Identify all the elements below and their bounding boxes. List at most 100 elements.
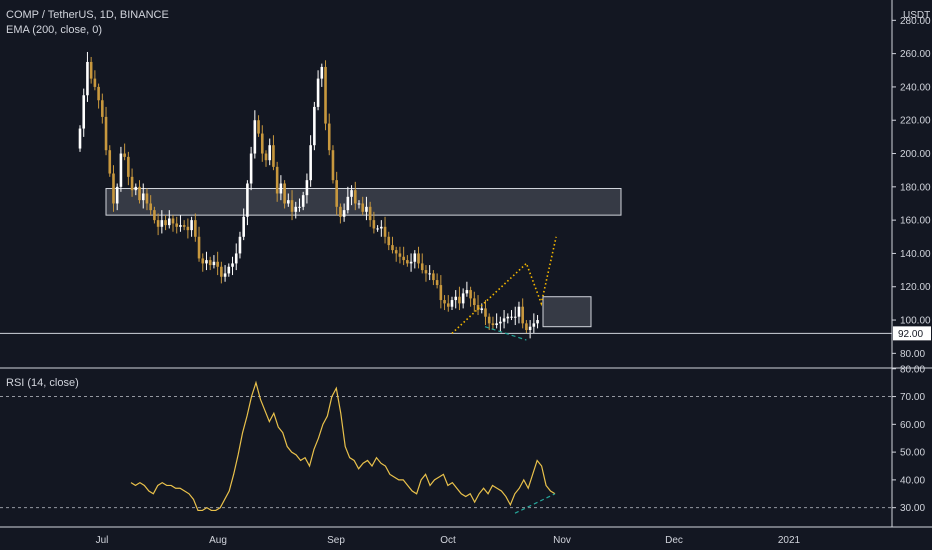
candle-body <box>249 153 253 184</box>
candle-body <box>309 145 312 181</box>
candle-body <box>86 61 89 96</box>
candle-body <box>417 253 420 264</box>
candle-body <box>298 206 301 208</box>
candle-body <box>313 106 316 146</box>
candle-body <box>465 290 469 294</box>
price-tick-label: 180.00 <box>900 182 931 193</box>
candle-body <box>108 150 112 174</box>
candle-body <box>253 120 257 154</box>
candle-body <box>194 220 197 237</box>
candle-body <box>365 206 368 212</box>
current-price-tag <box>893 326 931 341</box>
candle-body <box>480 308 484 311</box>
candle-body <box>372 220 376 229</box>
candle-body <box>227 266 231 274</box>
candle-body <box>528 326 532 331</box>
current-price-label: 92.00 <box>898 329 923 340</box>
candle-body <box>268 145 272 161</box>
candle-body <box>138 186 141 201</box>
candle-body <box>115 186 119 204</box>
candle-body <box>476 305 480 311</box>
candle-body <box>510 316 513 318</box>
time-tick-label: Dec <box>665 535 683 546</box>
candle-body <box>353 190 357 204</box>
rsi-line <box>130 380 556 512</box>
candle-body <box>491 323 495 326</box>
candle-body <box>104 116 108 151</box>
candle-body <box>432 273 435 281</box>
candle-body <box>435 280 439 286</box>
candle-body <box>179 225 182 227</box>
price-tick-label: 260.00 <box>900 49 931 60</box>
time-tick-label: Jul <box>96 535 109 546</box>
candle-body <box>342 210 346 217</box>
candle-body <box>186 226 190 231</box>
candle-body <box>335 180 338 207</box>
rsi-indicator-label[interactable]: RSI (14, close) <box>6 377 79 389</box>
candle-body <box>78 128 82 149</box>
candle-body <box>525 323 528 331</box>
rsi-tick-label: 80.00 <box>900 364 925 375</box>
candle-body <box>260 133 264 154</box>
price-tick-label: 140.00 <box>900 249 931 260</box>
candle-body <box>428 273 431 275</box>
candle-body <box>208 260 212 266</box>
candle-body <box>517 306 521 317</box>
candle-body <box>439 285 443 301</box>
candle-body <box>346 196 350 211</box>
candle-body <box>361 203 365 212</box>
candle-body <box>149 203 152 211</box>
symbol-title[interactable]: COMP / TetherUS, 1D, BINANCE <box>6 9 169 21</box>
candle-body <box>275 166 279 194</box>
candle-body <box>495 323 498 326</box>
candle-body <box>171 218 175 224</box>
candle-body <box>197 236 201 259</box>
candle-body <box>331 150 335 181</box>
candle-body <box>123 153 126 157</box>
candle-body <box>190 220 193 231</box>
candle-body <box>82 95 86 129</box>
main-legend: COMP / TetherUS, 1D, BINANCE EMA (200, c… <box>6 8 169 38</box>
candle-body <box>216 261 219 267</box>
candle-body <box>264 153 268 161</box>
candle-body <box>182 225 186 227</box>
candle-body <box>101 100 104 117</box>
candle-body <box>324 66 327 124</box>
candle-body <box>513 316 517 318</box>
candle-body <box>473 298 476 306</box>
price-tick-label: 100.00 <box>900 316 931 327</box>
price-tick-label: 200.00 <box>900 149 931 160</box>
candle-body <box>220 266 223 277</box>
candle-body <box>406 260 409 264</box>
candle-body <box>450 300 454 307</box>
candle-body <box>454 296 458 301</box>
candle-body <box>420 263 424 271</box>
candle-body <box>294 206 298 212</box>
candle-body <box>316 78 320 107</box>
rsi-tick-label: 70.00 <box>900 392 925 403</box>
time-tick-label: Oct <box>440 535 456 546</box>
ema-indicator-label[interactable]: EMA (200, close, 0) <box>6 24 102 36</box>
price-tick-label: 120.00 <box>900 282 931 293</box>
price-divergence-line <box>484 326 527 341</box>
candle-body <box>443 300 446 304</box>
candle-body <box>212 261 216 266</box>
candle-body <box>339 206 342 217</box>
candle-body <box>127 156 130 177</box>
candle-body <box>290 200 294 212</box>
candle-body <box>461 293 465 304</box>
currency-label: USDT <box>903 10 930 21</box>
resistance-zone <box>105 187 622 216</box>
candle-body <box>391 245 394 251</box>
candle-body <box>357 203 361 205</box>
candle-body <box>394 250 398 254</box>
candle-body <box>287 200 290 204</box>
candle-body <box>175 223 179 227</box>
candle-body <box>246 183 249 217</box>
candle-body <box>402 256 405 261</box>
candle-body <box>153 210 156 221</box>
candle-body <box>112 173 115 204</box>
